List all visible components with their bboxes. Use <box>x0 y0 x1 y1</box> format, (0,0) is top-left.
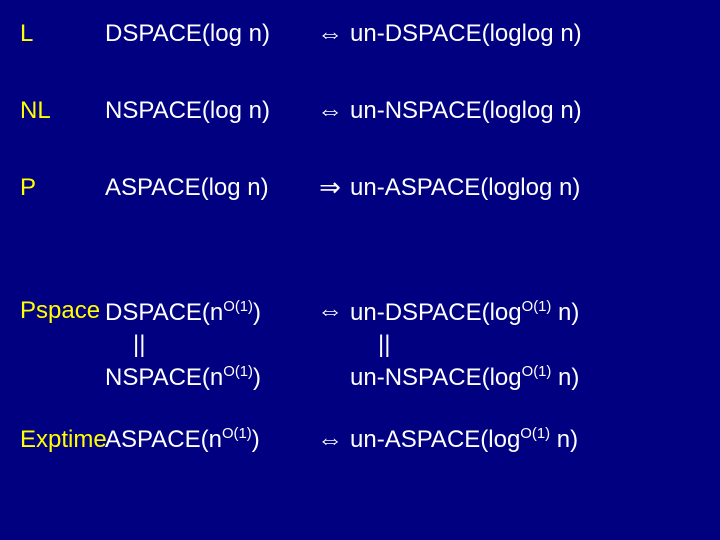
spacer <box>20 394 700 424</box>
arrow-iff: ⇔ <box>310 424 350 455</box>
class-label: L <box>20 18 105 48</box>
row-NL: NL NSPACE(log n) ⇔ un-NSPACE(loglog n) <box>20 95 700 126</box>
class-label: Pspace <box>20 295 105 325</box>
sup: O(1) <box>223 299 253 315</box>
lhs-parallel: || <box>105 329 310 361</box>
lhs: DSPACE(log n) <box>105 18 310 48</box>
text: NSPACE(n <box>105 364 223 391</box>
sup: O(1) <box>522 299 552 315</box>
sup: O(1) <box>522 364 552 380</box>
text: n) <box>550 426 578 453</box>
text: ) <box>253 364 261 391</box>
row-L: L DSPACE(log n) ⇔ un-DSPACE(loglog n) <box>20 18 700 49</box>
text: ) <box>252 426 260 453</box>
class-label: P <box>20 172 105 202</box>
complexity-slide: L DSPACE(log n) ⇔ un-DSPACE(loglog n) NL… <box>0 0 720 455</box>
rhs-top: un-DSPACE(logO(1) n) <box>350 297 579 329</box>
spacer <box>20 49 700 95</box>
rhs-parallel: || <box>350 329 579 361</box>
arrow-iff: ⇔ <box>310 18 350 49</box>
lhs-stack: DSPACE(nO(1)) || NSPACE(nO(1)) <box>105 295 310 394</box>
sup: O(1) <box>223 364 253 380</box>
text: DSPACE(n <box>105 299 223 326</box>
text: n) <box>551 364 579 391</box>
rhs: un-ASPACE(loglog n) <box>350 172 580 202</box>
arrow-iff: ⇔ <box>310 95 350 126</box>
text: n) <box>551 299 579 326</box>
sup: O(1) <box>222 426 252 442</box>
class-label: NL <box>20 95 105 125</box>
lhs: ASPACE(log n) <box>105 172 310 202</box>
lhs: NSPACE(log n) <box>105 95 310 125</box>
arrow-implies: ⇒ <box>310 172 350 203</box>
sup: O(1) <box>520 426 550 442</box>
text: un-ASPACE(log <box>350 426 520 453</box>
rhs-bot: un-NSPACE(logO(1) n) <box>350 362 579 394</box>
text: ASPACE(n <box>105 426 222 453</box>
lhs: ASPACE(nO(1)) <box>105 424 310 454</box>
text: ) <box>253 299 261 326</box>
rhs-stack: un-DSPACE(logO(1) n) || un-NSPACE(logO(1… <box>350 295 579 394</box>
text: un-DSPACE(log <box>350 299 522 326</box>
spacer <box>20 203 700 295</box>
class-label: Exptime <box>20 424 115 454</box>
row-P: P ASPACE(log n) ⇒ un-ASPACE(loglog n) <box>20 172 700 203</box>
rhs: un-NSPACE(loglog n) <box>350 95 582 125</box>
rhs: un-DSPACE(loglog n) <box>350 18 582 48</box>
lhs-bot: NSPACE(nO(1)) <box>105 362 310 394</box>
row-Pspace: Pspace DSPACE(nO(1)) || NSPACE(nO(1)) ⇔ … <box>20 295 700 394</box>
arrow-iff: ⇔ <box>310 295 350 326</box>
text: un-NSPACE(log <box>350 364 522 391</box>
spacer <box>20 126 700 172</box>
row-Exptime: Exptime ASPACE(nO(1)) ⇔ un-ASPACE(logO(1… <box>20 424 700 455</box>
rhs: un-ASPACE(logO(1) n) <box>350 424 578 454</box>
lhs-top: DSPACE(nO(1)) <box>105 297 310 329</box>
